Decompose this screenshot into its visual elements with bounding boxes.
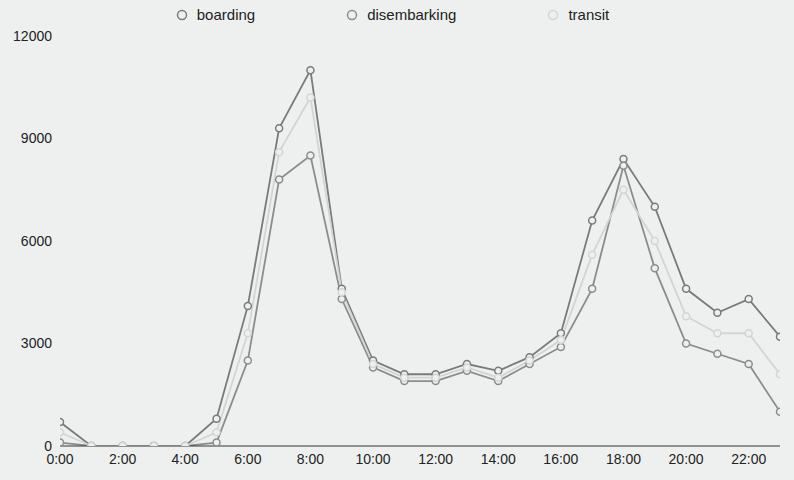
svg-text:16:00: 16:00 (543, 451, 578, 467)
svg-text:6:00: 6:00 (234, 451, 261, 467)
html-text:boarding: boarding (196, 6, 256, 23)
svg-text:18:00: 18:00 (606, 451, 641, 467)
svg-text:2:00: 2:00 (109, 451, 136, 467)
svg-text:22:00: 22:00 (731, 451, 766, 467)
html-text:transit: transit (568, 6, 610, 23)
svg-text:12000: 12000 (13, 28, 52, 44)
svg-text:8:00: 8:00 (297, 451, 324, 467)
svg-text:12:00: 12:00 (418, 451, 453, 467)
svg-text:0: 0 (44, 438, 52, 454)
svg-text:10:00: 10:00 (356, 451, 391, 467)
svg-text:3000: 3000 (21, 335, 52, 351)
svg-text:14:00: 14:00 (481, 451, 516, 467)
svg-text:9000: 9000 (21, 130, 52, 146)
svg-text:20:00: 20:00 (669, 451, 704, 467)
svg-text:4:00: 4:00 (172, 451, 199, 467)
html-text:disembarking: disembarking (367, 6, 457, 23)
svg-text:0:00: 0:00 (46, 450, 74, 467)
svg-text:6000: 6000 (21, 233, 52, 249)
